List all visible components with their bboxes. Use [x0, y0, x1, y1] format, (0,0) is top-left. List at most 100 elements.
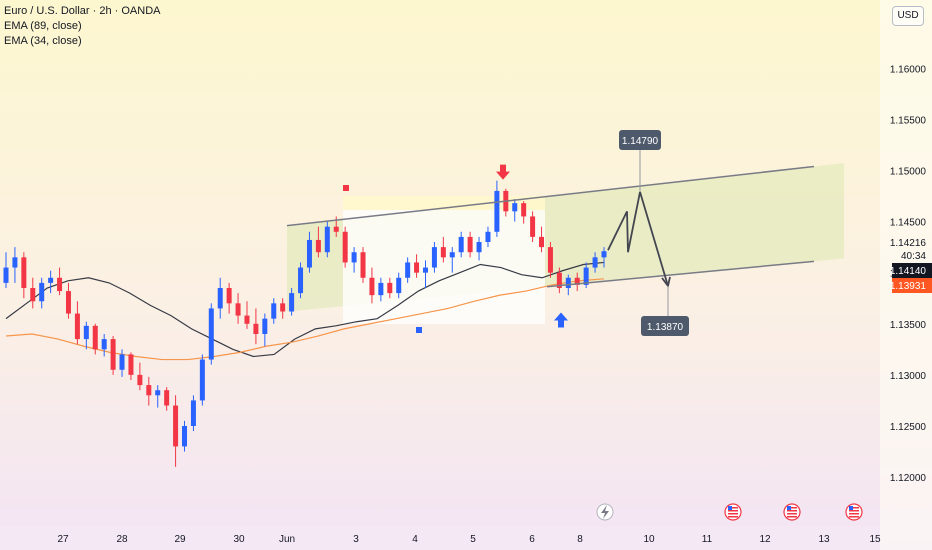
candle[interactable] [271, 298, 277, 324]
candle-body [199, 359, 205, 401]
candle[interactable] [244, 301, 250, 329]
candle-body [387, 282, 393, 294]
candle[interactable] [387, 277, 393, 299]
candle[interactable] [110, 336, 116, 375]
candle[interactable] [48, 270, 54, 294]
candle[interactable] [190, 395, 196, 432]
candle[interactable] [476, 236, 482, 261]
candle[interactable] [369, 267, 375, 304]
y-tick-label: 1.13500 [890, 320, 927, 331]
target-high-callout[interactable]: 1.14790 [619, 130, 661, 150]
candle[interactable] [592, 252, 598, 273]
candle[interactable] [119, 349, 125, 377]
flag-stripe [849, 507, 859, 509]
candle[interactable] [485, 226, 491, 248]
candle[interactable] [39, 277, 45, 309]
symbol-title[interactable]: Euro / U.S. Dollar · 2h · OANDA [4, 5, 161, 17]
candle[interactable] [182, 420, 188, 452]
candle[interactable] [512, 199, 518, 222]
flag-stripe [728, 510, 738, 512]
candle[interactable] [146, 376, 152, 406]
x-tick-label: 13 [818, 534, 830, 545]
candle[interactable] [405, 257, 411, 283]
us-flag-event-icon[interactable] [845, 503, 863, 521]
candle[interactable] [253, 308, 259, 345]
candle[interactable] [556, 267, 562, 294]
candle[interactable] [217, 277, 223, 319]
candle-body [431, 247, 437, 268]
candle-body [476, 242, 482, 253]
candle[interactable] [235, 293, 241, 324]
candle[interactable] [30, 277, 36, 309]
channel-lower-line[interactable] [546, 260, 815, 288]
candle-body [30, 287, 36, 302]
candle-body [405, 262, 411, 278]
candle[interactable] [530, 211, 536, 243]
candle[interactable] [414, 254, 420, 278]
candle[interactable] [422, 260, 428, 288]
candle[interactable] [65, 282, 71, 319]
candle[interactable] [431, 242, 437, 273]
candle[interactable] [289, 287, 295, 316]
candle[interactable] [449, 247, 455, 273]
candle[interactable] [199, 354, 205, 406]
candle[interactable] [280, 298, 286, 319]
candle[interactable] [324, 221, 330, 258]
candle[interactable] [74, 301, 80, 345]
price-tag: 1.13931 [890, 278, 932, 293]
candle-body [244, 315, 250, 324]
candle[interactable] [521, 201, 527, 224]
candle-body [226, 287, 232, 304]
currency-button[interactable]: USD [892, 6, 924, 26]
candle[interactable] [155, 385, 161, 408]
candle[interactable] [101, 333, 107, 357]
ema-34-legend[interactable]: EMA (34, close) [4, 35, 82, 47]
candle[interactable] [458, 231, 464, 258]
candle-body [298, 267, 304, 294]
candle[interactable] [342, 226, 348, 268]
ema-89-line[interactable] [5, 261, 605, 358]
candle[interactable] [298, 262, 304, 299]
candle[interactable] [494, 180, 500, 237]
channel-upper-line[interactable] [286, 165, 815, 227]
candle[interactable] [574, 272, 580, 292]
candle[interactable] [262, 313, 268, 347]
candle[interactable] [360, 247, 366, 283]
candle[interactable] [440, 236, 446, 263]
candle[interactable] [164, 387, 170, 411]
candle-body [83, 325, 89, 340]
candle[interactable] [351, 247, 357, 273]
ema-89-legend[interactable]: EMA (89, close) [4, 20, 82, 32]
candle[interactable] [12, 247, 18, 283]
candle[interactable] [378, 277, 384, 302]
x-tick-label: 30 [233, 534, 245, 545]
candle[interactable] [21, 252, 27, 299]
candle[interactable] [208, 303, 214, 365]
projection-path[interactable] [607, 191, 669, 287]
candle[interactable] [92, 323, 98, 355]
candle[interactable] [226, 282, 232, 314]
candle[interactable] [128, 352, 134, 380]
us-flag-event-icon[interactable] [783, 503, 801, 521]
candle[interactable] [173, 395, 179, 467]
candle[interactable] [547, 242, 553, 278]
candle[interactable] [83, 321, 89, 350]
price-tag-label: 1.14140 [890, 266, 927, 277]
candle[interactable] [137, 362, 143, 391]
candle-body [190, 400, 196, 426]
time-scale[interactable] [0, 526, 880, 550]
candle-body [342, 231, 348, 263]
target-low-callout[interactable]: 1.13870 [641, 316, 689, 336]
dividend-event-icon[interactable] [596, 503, 614, 521]
candle[interactable] [601, 247, 607, 268]
us-flag-event-icon[interactable] [724, 503, 742, 521]
candle[interactable] [57, 267, 63, 296]
candle[interactable] [539, 226, 545, 253]
candle[interactable] [3, 252, 9, 288]
candle[interactable] [306, 231, 312, 273]
candle[interactable] [467, 231, 473, 258]
candle[interactable] [315, 226, 321, 258]
ema-34-line[interactable] [5, 278, 605, 361]
candle[interactable] [396, 272, 402, 299]
